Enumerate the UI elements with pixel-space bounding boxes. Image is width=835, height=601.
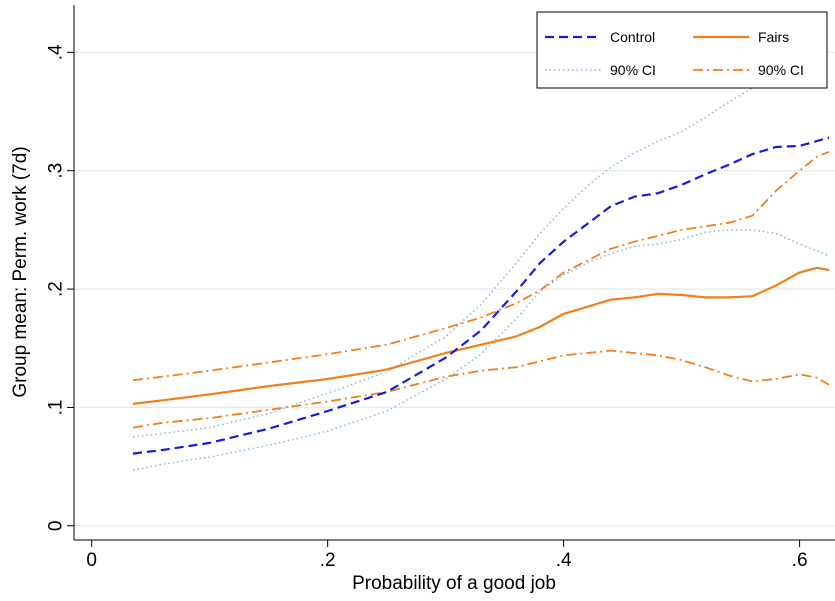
series-lines [132, 77, 830, 471]
series-line-control-ci-high [132, 77, 771, 438]
gridlines [74, 51, 835, 527]
series-line-fairs-ci-low [132, 349, 830, 429]
y-tick-label: .4 [46, 44, 67, 60]
legend: Control Fairs 90% CI 90% CI [536, 11, 828, 89]
series-line-control-ci-low [132, 229, 830, 471]
legend-box [536, 11, 828, 89]
y-tick-label: .2 [46, 281, 67, 297]
axes [73, 5, 835, 541]
x-tick-label: .2 [320, 550, 336, 571]
y-tick-label: .1 [46, 400, 67, 416]
y-tick-label: .3 [46, 163, 67, 179]
legend-label-control-ci: 90% CI [610, 62, 656, 78]
x-axis-title: Probability of a good job [352, 573, 556, 594]
legend-label-control: Control [610, 29, 655, 45]
y-tick-label: 0 [46, 521, 67, 532]
series-line-fairs-ci-high [132, 150, 830, 382]
legend-label-fairs: Fairs [758, 29, 789, 45]
legend-label-fairs-ci: 90% CI [758, 62, 804, 78]
x-ticks: 0 .2 .4 .6 [86, 540, 808, 571]
x-tick-label: .4 [556, 550, 572, 571]
y-axis-title: Group mean: Perm. work (7d) [10, 146, 31, 397]
y-ticks: 0 .1 .2 .3 .4 [46, 44, 74, 532]
x-tick-label: .6 [792, 550, 808, 571]
x-tick-label: 0 [86, 550, 97, 571]
series-line-fairs [132, 266, 830, 405]
series-line-control [132, 136, 830, 455]
